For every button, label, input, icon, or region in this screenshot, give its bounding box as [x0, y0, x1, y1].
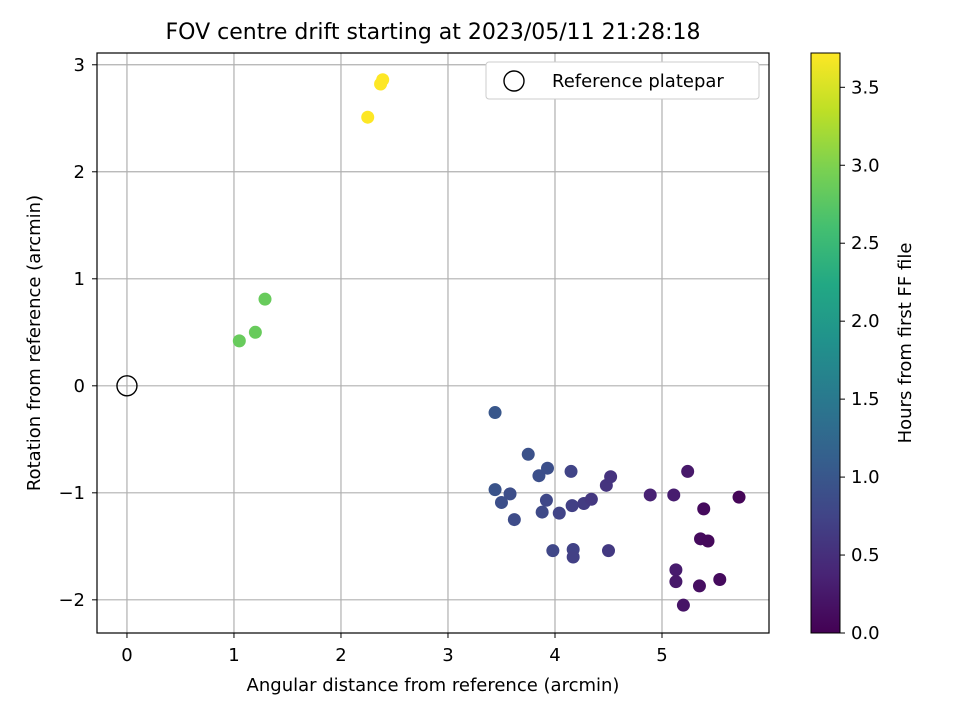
- data-point: [681, 464, 695, 478]
- legend-label-reference: Reference platepar: [552, 71, 724, 92]
- data-point: [546, 544, 560, 558]
- data-point: [539, 493, 553, 507]
- data-point: [565, 499, 579, 513]
- y-tick-label: 0: [74, 376, 85, 397]
- data-point: [258, 292, 272, 306]
- data-point: [488, 406, 502, 420]
- data-point: [540, 461, 554, 475]
- colorbar-tick-label: 3.0: [851, 155, 880, 176]
- colorbar-tick-label: 1.5: [851, 389, 880, 410]
- legend-marker-reference: [503, 70, 525, 92]
- data-point: [248, 325, 262, 339]
- x-tick-label: 4: [549, 645, 560, 666]
- data-point: [232, 334, 246, 348]
- data-point: [494, 495, 508, 509]
- data-point: [361, 110, 375, 124]
- data-point: [552, 506, 566, 520]
- chart-title: FOV centre drift starting at 2023/05/11 …: [166, 20, 701, 45]
- y-axis-ticks: −2 −1 0 1 2 3: [58, 55, 97, 611]
- y-tick-label: −1: [58, 483, 85, 504]
- data-point: [507, 513, 521, 527]
- y-tick-label: −2: [58, 590, 85, 611]
- data-point: [643, 488, 657, 502]
- grid: [97, 53, 769, 633]
- data-point: [692, 579, 706, 593]
- data-point: [584, 492, 598, 506]
- data-point: [713, 572, 727, 586]
- legend-box: [485, 61, 760, 100]
- data-point: [566, 550, 580, 564]
- data-point: [532, 469, 546, 483]
- x-tick-label: 0: [121, 645, 132, 666]
- data-point: [676, 598, 690, 612]
- data-point: [564, 464, 578, 478]
- data-point: [601, 544, 615, 558]
- data-point: [604, 470, 618, 484]
- y-tick-label: 1: [74, 269, 85, 290]
- scatter-points: [116, 73, 746, 612]
- data-point: [535, 505, 549, 519]
- x-tick-label: 5: [656, 645, 667, 666]
- x-tick-label: 1: [228, 645, 239, 666]
- colorbar-ticks: 0.0 0.5 1.0 1.5 2.0 2.5 3.0 3.5: [840, 77, 880, 644]
- x-tick-label: 2: [335, 645, 346, 666]
- data-point: [701, 534, 715, 548]
- colorbar-tick-label: 2.0: [851, 311, 880, 332]
- y-tick-label: 3: [74, 55, 85, 76]
- colorbar-tick-label: 1.0: [851, 467, 880, 488]
- data-point: [669, 575, 683, 589]
- data-point: [503, 487, 517, 501]
- colorbar-tick-label: 3.5: [851, 77, 880, 98]
- x-axis-ticks: 0 1 2 3 4 5: [121, 633, 668, 666]
- x-tick-label: 3: [442, 645, 453, 666]
- data-point: [732, 490, 746, 504]
- colorbar-tick-label: 2.5: [851, 233, 880, 254]
- reference-platepar-marker: [116, 375, 138, 397]
- data-point: [697, 502, 711, 516]
- colorbar-tick-label: 0.5: [851, 545, 880, 566]
- data-point: [521, 447, 535, 461]
- colorbar-label: Hours from first FF file: [895, 243, 916, 444]
- y-tick-label: 2: [74, 162, 85, 183]
- x-axis-label: Angular distance from reference (arcmin): [247, 675, 620, 696]
- plot-area-frame: [96, 52, 770, 634]
- colorbar-gradient: [810, 52, 841, 634]
- data-point: [667, 488, 681, 502]
- data-point: [488, 483, 502, 497]
- legend: Reference platepar: [485, 61, 760, 100]
- data-point: [669, 563, 683, 577]
- y-axis-label: Rotation from reference (arcmin): [24, 195, 45, 491]
- data-point: [376, 73, 390, 87]
- colorbar: 0.0 0.5 1.0 1.5 2.0 2.5 3.0 3.5 Hours from firs…: [810, 52, 916, 644]
- colorbar-tick-label: 0.0: [851, 623, 880, 644]
